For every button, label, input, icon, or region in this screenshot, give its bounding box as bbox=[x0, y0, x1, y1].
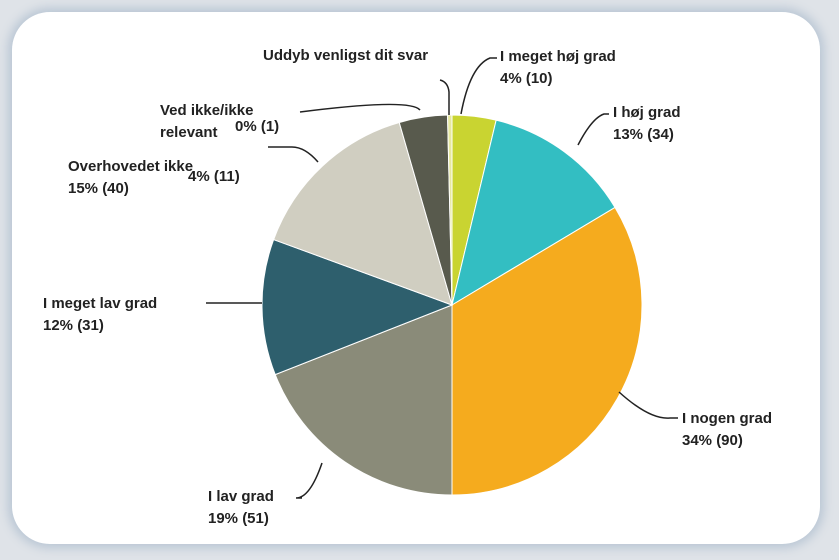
pie-slice bbox=[261, 238, 454, 376]
slice-value-label: 12% (31) bbox=[43, 317, 104, 334]
slice-name: I meget lav grad bbox=[43, 295, 158, 312]
slice-value-label: 34% (90) bbox=[682, 432, 743, 449]
slice-name: I meget høj grad bbox=[500, 48, 616, 65]
slice-name: Ved ikke/ikke relevant bbox=[160, 102, 254, 141]
slice-value-label: 13% (34) bbox=[613, 126, 674, 143]
leader-line bbox=[295, 462, 323, 499]
leader-line bbox=[299, 103, 421, 113]
leader-line bbox=[618, 391, 678, 419]
leader-line bbox=[460, 57, 497, 115]
pie-slice bbox=[274, 304, 453, 496]
pie-slice bbox=[451, 206, 643, 496]
slice-value-label: 0% (1) bbox=[235, 118, 280, 135]
pie-slice bbox=[447, 114, 453, 306]
leader-line bbox=[268, 146, 319, 163]
slice-name: Uddyb venligst dit svar bbox=[263, 47, 429, 64]
leader-line bbox=[439, 79, 450, 115]
slice-value-label: 15% (40) bbox=[68, 180, 129, 197]
pie-slice bbox=[451, 119, 616, 307]
slice-value-label: 4% (10) bbox=[500, 70, 553, 87]
slice-name: Overhovedet ikke bbox=[68, 158, 194, 175]
slice-name: I lav grad bbox=[208, 488, 274, 505]
leader-line bbox=[577, 113, 609, 146]
slice-name: I høj grad bbox=[613, 104, 681, 121]
pie-slice bbox=[272, 121, 453, 306]
slice-value-label: 19% (51) bbox=[208, 510, 269, 527]
slice-value-label: 4% (11) bbox=[188, 168, 240, 185]
slice-name: I nogen grad bbox=[682, 410, 772, 427]
